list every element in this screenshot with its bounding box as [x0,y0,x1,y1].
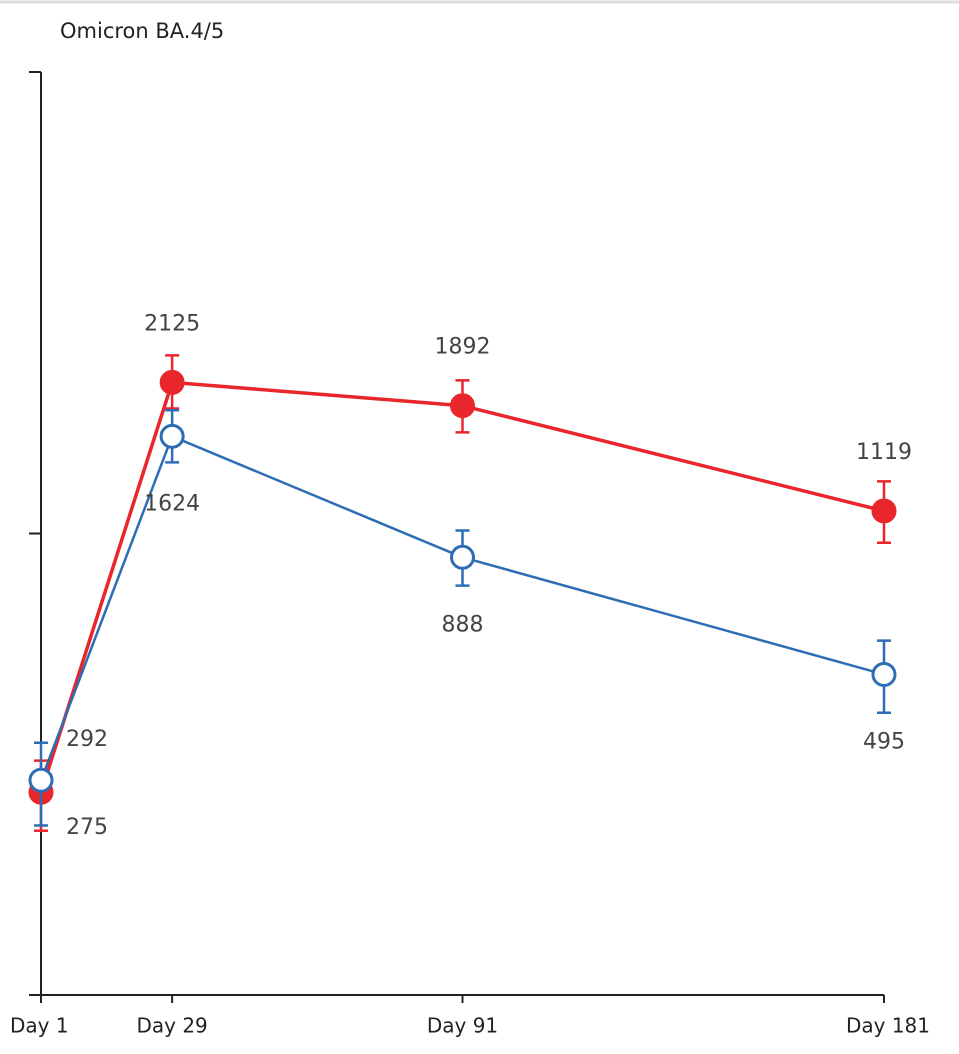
data-point [450,393,475,419]
series-line [39,434,885,781]
x-tick-label: Day 181 [846,1014,930,1038]
data-label: 1892 [435,335,491,360]
data-label: 1624 [144,491,200,516]
data-point [159,423,185,449]
data-label: 495 [863,729,905,754]
data-point [159,369,185,395]
data-point [450,544,475,570]
data-label: 2125 [144,311,200,336]
data-point [871,498,897,524]
data-label: 1119 [856,440,912,465]
series-line [39,380,885,793]
data-label: 292 [66,727,108,752]
x-tick-label: Day 91 [427,1014,498,1038]
data-point [28,767,54,793]
chart-title: Omicron BA.4/5 [60,19,224,43]
data-point [871,661,897,687]
x-tick-label: Day 29 [136,1014,207,1038]
x-tick-label: Day 1 [10,1014,69,1038]
data-label: 275 [66,815,108,840]
data-label: 888 [442,612,484,637]
